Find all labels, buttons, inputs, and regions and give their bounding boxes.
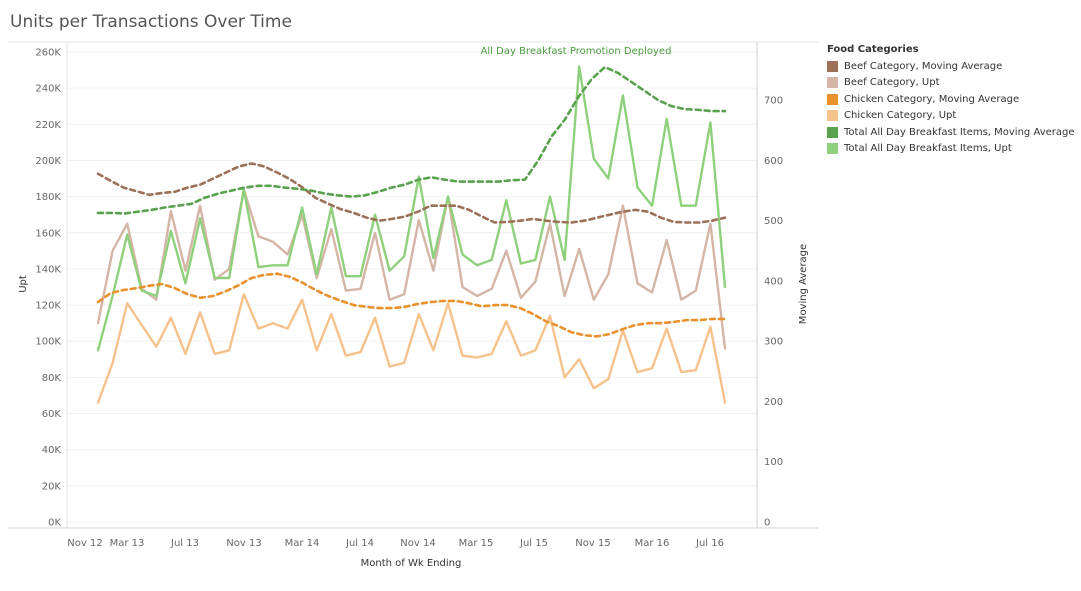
legend-swatch xyxy=(827,143,838,155)
promotion-annotation: All Day Breakfast Promotion Deployed xyxy=(481,46,672,57)
y-tick-label: 40K xyxy=(42,445,62,456)
legend-label: Chicken Category, Upt xyxy=(844,110,957,122)
x-axis-ticks: Nov 12 Mar 13 Jul 13 Nov 13 Mar 14 Jul 14 Nov … xyxy=(67,538,724,549)
y-tick-label: 60K xyxy=(42,409,62,420)
legend-swatch xyxy=(827,77,838,89)
legend-swatch xyxy=(827,110,838,122)
y-tick-label: 260K xyxy=(35,48,61,59)
y-tick-label: 180K xyxy=(35,192,61,203)
y2-tick-label: 0 xyxy=(764,518,770,529)
legend-label: Chicken Category, Moving Average xyxy=(844,93,1020,105)
y-tick-label: 0K xyxy=(48,518,61,529)
series-line-chicken-category-moving-average xyxy=(96,272,727,338)
legend-label: Beef Category, Moving Average xyxy=(844,60,1003,72)
y2-tick-label: 600 xyxy=(764,156,783,167)
legend-item: Chicken Category, Moving Average xyxy=(827,91,1075,108)
series-lines xyxy=(96,65,727,404)
x-axis-label: Month of Wk Ending xyxy=(361,558,462,569)
y-tick-label: 140K xyxy=(35,264,61,275)
y2-tick-label: 100 xyxy=(764,457,783,468)
series-line-beef-category-moving-average xyxy=(96,162,727,224)
x-tick-label: Jul 16 xyxy=(695,538,724,549)
y2-tick-label: 500 xyxy=(764,216,783,227)
x-tick-label: Nov 13 xyxy=(226,538,261,549)
series-line-total-all-day-breakfast-items-upt xyxy=(96,65,727,352)
left-axis-ticks: 0K 20K 40K 60K 80K 100K 120K 140K 160K 180K 200K 22… xyxy=(35,48,61,529)
x-tick-label: Nov 15 xyxy=(575,538,610,549)
x-tick-label: Mar 13 xyxy=(110,538,145,549)
y2-tick-label: 300 xyxy=(764,337,783,348)
legend-item: Total All Day Breakfast Items, Upt xyxy=(827,141,1075,158)
y-tick-label: 160K xyxy=(35,228,61,239)
legend: Food Categories Beef Category, Moving Av… xyxy=(827,44,1075,157)
legend-label: Beef Category, Upt xyxy=(844,77,940,89)
x-tick-label: Jul 13 xyxy=(170,538,199,549)
legend-item: Beef Category, Upt xyxy=(827,75,1075,92)
legend-swatch xyxy=(827,60,838,72)
y2-axis-label: Moving Average xyxy=(798,244,809,324)
right-axis-ticks: 0 100 200 300 400 500 600 700 xyxy=(764,96,783,529)
legend-item: Chicken Category, Upt xyxy=(827,108,1075,125)
y-tick-label: 200K xyxy=(35,156,61,167)
x-tick-label: Nov 12 xyxy=(67,538,102,549)
y-tick-label: 100K xyxy=(35,337,61,348)
x-tick-label: Mar 15 xyxy=(459,538,494,549)
y-tick-label: 120K xyxy=(35,301,61,312)
x-tick-label: Mar 16 xyxy=(635,538,670,549)
y-tick-label: 220K xyxy=(35,120,61,131)
legend-swatch xyxy=(827,93,838,105)
series-line-beef-category-upt xyxy=(96,188,727,350)
x-tick-label: Jul 15 xyxy=(519,538,548,549)
y2-tick-label: 200 xyxy=(764,397,783,408)
legend-item: Total All Day Breakfast Items, Moving Av… xyxy=(827,124,1075,141)
legend-label: Total All Day Breakfast Items, Moving Av… xyxy=(844,126,1075,138)
series-line-chicken-category-upt xyxy=(96,293,727,404)
y2-tick-label: 400 xyxy=(764,276,783,287)
legend-label: Total All Day Breakfast Items, Upt xyxy=(844,143,1012,155)
legend-title: Food Categories xyxy=(827,44,919,55)
x-tick-label: Nov 14 xyxy=(400,538,435,549)
series-line-total-all-day-breakfast-items-moving-average xyxy=(96,65,727,215)
x-tick-label: Mar 14 xyxy=(285,538,320,549)
legend-item: Beef Category, Moving Average xyxy=(827,58,1075,75)
y-tick-label: 240K xyxy=(35,84,61,95)
y-tick-label: 20K xyxy=(42,481,62,492)
legend-swatch xyxy=(827,126,838,138)
y-tick-label: 80K xyxy=(42,373,62,384)
axes xyxy=(8,41,818,529)
y-axis-label: Upt xyxy=(18,275,29,293)
x-tick-label: Jul 14 xyxy=(345,538,374,549)
gridlines xyxy=(67,51,757,523)
y2-tick-label: 700 xyxy=(764,96,783,107)
chart-title: Units per Transactions Over Time xyxy=(10,12,292,32)
